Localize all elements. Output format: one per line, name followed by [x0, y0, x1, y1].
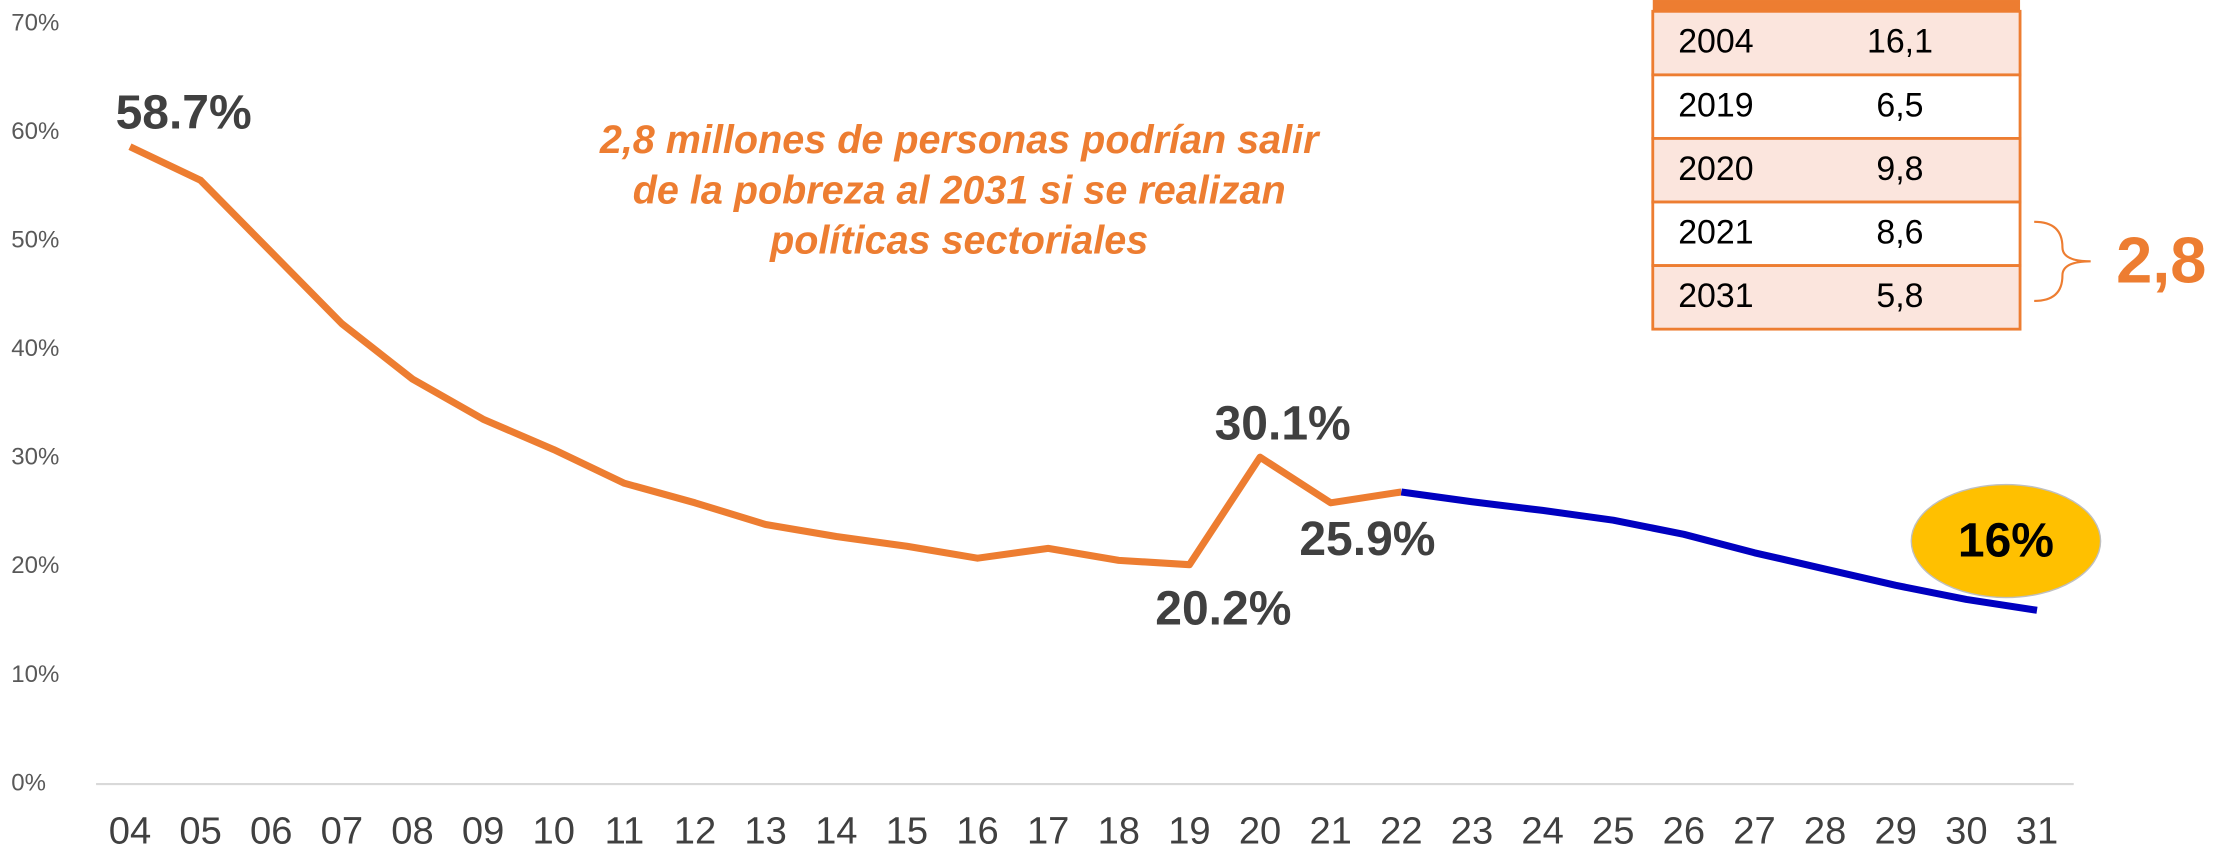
table-cell: 2020: [1678, 150, 1753, 188]
annotation: de la pobreza al 2031 si se realizan: [633, 168, 1286, 212]
x-tick-label: 23: [1451, 810, 1493, 849]
brace-label: 2,8: [2116, 224, 2206, 297]
x-tick-label: 04: [109, 810, 151, 849]
table-cell: 2031: [1678, 277, 1753, 315]
table-row: [1651, 137, 2022, 204]
y-tick-label: 0%: [11, 769, 46, 796]
data-label: 25.9%: [1299, 513, 1435, 566]
data-label: 58.7%: [116, 87, 252, 140]
x-tick-label: 05: [179, 810, 221, 849]
y-tick-label: 30%: [11, 444, 59, 471]
table-cell: 9,8: [1876, 150, 1923, 188]
x-tick-label: 22: [1380, 810, 1422, 849]
x-tick-label: 28: [1804, 810, 1846, 849]
annotation: políticas sectoriales: [769, 218, 1148, 262]
x-tick-label: 15: [886, 810, 928, 849]
x-tick-label: 11: [605, 810, 645, 849]
y-tick-label: 10%: [11, 661, 59, 688]
table-cell: 2021: [1678, 213, 1753, 251]
x-tick-label: 13: [744, 810, 786, 849]
table-row: [1651, 73, 2022, 140]
table-header: [1652, 0, 2021, 12]
table-cell: 6,5: [1876, 86, 1923, 124]
x-tick-label: 06: [250, 810, 292, 849]
x-tick-label: 09: [462, 810, 504, 849]
x-tick-label: 12: [674, 810, 716, 849]
x-tick-label: 21: [1309, 810, 1351, 849]
table-row: [1651, 264, 2022, 331]
label-bubble: [1910, 483, 2102, 599]
table-cell: 8,6: [1876, 213, 1923, 251]
x-tick-label: 19: [1168, 810, 1210, 849]
x-tick-label: 25: [1592, 810, 1634, 849]
annotation: 2,8 millones de personas podrían salir: [599, 118, 1321, 162]
y-tick-label: 50%: [11, 227, 59, 254]
data-label: 16%: [1958, 515, 2054, 568]
x-tick-label: 27: [1733, 810, 1775, 849]
y-tick-label: 60%: [11, 118, 59, 145]
brace: [2034, 220, 2091, 302]
x-tick-label: 17: [1027, 810, 1069, 849]
line: [1400, 488, 2038, 614]
x-tick-label: 14: [815, 810, 857, 849]
x-tick-label: 20: [1239, 810, 1281, 849]
line: [128, 143, 1402, 569]
x-tick-label: 16: [956, 810, 998, 849]
x-tick-label: 18: [1098, 810, 1140, 849]
x-tick-label: 29: [1875, 810, 1917, 849]
x-tick-label: 07: [321, 810, 363, 849]
x-tick-label: 31: [2016, 810, 2058, 849]
table-cell: 5,8: [1876, 277, 1923, 315]
x-tick-label: 08: [391, 810, 433, 849]
x-tick-label: 24: [1521, 810, 1563, 849]
y-tick-label: 70%: [11, 9, 59, 36]
table-cell: 16,1: [1867, 23, 1933, 61]
data-label: 30.1%: [1215, 397, 1351, 450]
x-tick-label: 30: [1945, 810, 1987, 849]
y-tick-label: 40%: [11, 335, 59, 362]
x-tick-label: 26: [1663, 810, 1705, 849]
table-cell: 2019: [1678, 86, 1753, 124]
y-tick-label: 20%: [11, 552, 59, 579]
data-label: 20.2%: [1155, 582, 1291, 635]
table-cell: 2004: [1678, 23, 1753, 61]
x-tick-label: 10: [533, 810, 575, 849]
